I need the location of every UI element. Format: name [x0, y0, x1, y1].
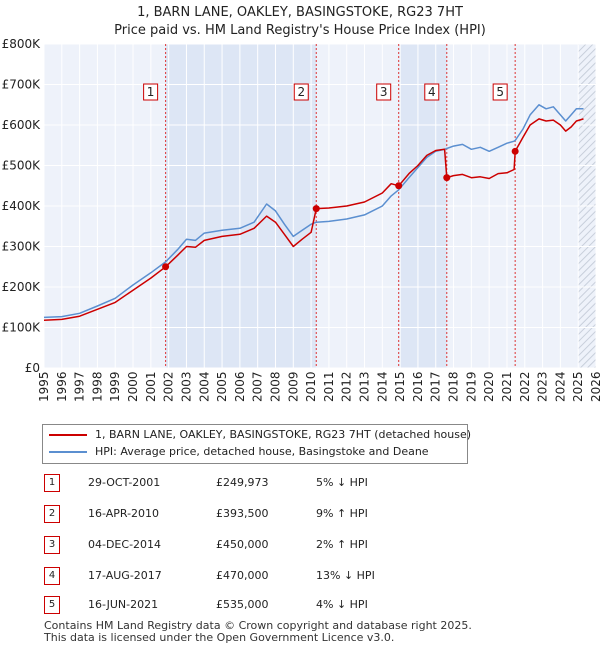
y-tick-label: £400K: [2, 199, 42, 213]
x-tick-label: 2026: [589, 371, 600, 402]
x-tick-label: 2023: [536, 371, 550, 402]
x-tick-label: 2025: [571, 371, 585, 402]
sale-hpi-diff: 2% ↑ HPI: [316, 538, 368, 551]
x-tick-label: 2006: [233, 371, 247, 402]
x-tick-label: 2014: [375, 371, 389, 402]
price-chart: 1 2 3 4 5 £0 £100K £200K £300K £400K £500K £600K £70…: [2, 37, 600, 402]
x-tick-label: 2002: [162, 371, 176, 402]
sale-hpi-diff: 5% ↓ HPI: [316, 476, 368, 489]
sale-number-label: 2: [297, 85, 305, 99]
y-tick-label: £200K: [2, 280, 42, 294]
sale-number-badge: 1: [44, 474, 60, 492]
y-tick-label: £100K: [2, 321, 42, 335]
sale-point: [312, 205, 320, 213]
x-tick-label: 2013: [358, 371, 372, 402]
sale-price: £393,500: [216, 507, 269, 520]
sale-number-box: [376, 83, 392, 101]
x-tick-label: 2024: [553, 371, 567, 402]
x-tick-label: 2016: [411, 371, 425, 402]
sale-date: 29-OCT-2001: [88, 476, 161, 489]
sale-price: £450,000: [216, 538, 269, 551]
sale-number-box: [143, 83, 159, 101]
sale-point: [162, 263, 170, 271]
legend-label-property: 1, BARN LANE, OAKLEY, BASINGSTOKE, RG23 …: [95, 428, 472, 441]
sale-number-box: [424, 83, 440, 101]
x-tick-label: 2020: [482, 371, 496, 402]
legend-swatch-property: [49, 434, 87, 436]
sale-number-badge: 4: [44, 567, 60, 585]
x-tick-label: 2003: [179, 371, 193, 402]
sale-number-box: [293, 83, 309, 101]
legend-item-hpi: HPI: Average price, detached house, Basi…: [49, 444, 429, 460]
legend-label-hpi: HPI: Average price, detached house, Basi…: [95, 445, 429, 458]
property-price-line: [43, 118, 584, 321]
x-tick-label: 2012: [340, 371, 354, 402]
y-tick-label: £300K: [2, 240, 42, 254]
x-tick-label: 2011: [322, 371, 336, 402]
legend: 1, BARN LANE, OAKLEY, BASINGSTOKE, RG23 …: [42, 424, 471, 464]
x-tick-label: 2004: [197, 371, 211, 402]
y-tick-label: £800K: [2, 37, 42, 51]
hpi-line: [43, 104, 584, 319]
chart-subtitle: Price paid vs. HM Land Registry's House …: [114, 23, 486, 38]
sale-number-label: 4: [428, 85, 436, 99]
y-tick-label: £600K: [2, 118, 42, 132]
sale-number-badge: 3: [44, 536, 60, 554]
sale-price: £249,973: [216, 476, 269, 489]
sale-number-label: 3: [380, 85, 388, 99]
sale-date: 04-DEC-2014: [88, 538, 162, 551]
chart-title-line: 1, BARN LANE, OAKLEY, BASINGSTOKE, RG23 …: [137, 5, 463, 20]
sale-point: [395, 182, 403, 190]
legend-swatch-hpi: [49, 451, 87, 453]
sale-number-box: [492, 83, 508, 101]
sale-point: [443, 174, 451, 182]
y-tick-label: £700K: [2, 78, 42, 92]
footer-line-1: Contains HM Land Registry data © Crown c…: [44, 619, 472, 632]
sale-date: 16-APR-2010: [88, 507, 160, 520]
sale-hpi-diff: 13% ↓ HPI: [316, 569, 375, 582]
legend-item-property: 1, BARN LANE, OAKLEY, BASINGSTOKE, RG23 …: [49, 427, 471, 443]
sale-point: [511, 147, 519, 155]
sale-number-badge: 2: [44, 505, 60, 523]
chart-title: 1, BARN LANE, OAKLEY, BASINGSTOKE, RG23 …: [0, 4, 600, 40]
footer-line-2: This data is licensed under the Open Gov…: [44, 631, 395, 644]
x-tick-label: 2022: [518, 371, 532, 402]
x-tick-label: 2010: [304, 371, 318, 402]
sale-number-label: 5: [496, 85, 504, 99]
x-tick-label: 1996: [55, 371, 69, 402]
sale-price: £470,000: [216, 569, 269, 582]
x-tick-label: 2000: [126, 371, 140, 402]
sale-date: 16-JUN-2021: [88, 598, 159, 611]
x-tick-label: 2009: [286, 371, 300, 402]
x-tick-label: 2018: [447, 371, 461, 402]
x-tick-label: 2007: [251, 371, 265, 402]
x-tick-label: 2017: [429, 371, 443, 402]
x-tick-label: 2008: [268, 371, 282, 402]
x-tick-label: 2015: [393, 371, 407, 402]
x-tick-label: 2001: [144, 371, 158, 402]
footer-attribution: Contains HM Land Registry data © Crown c…: [44, 620, 472, 644]
x-tick-label: 1997: [73, 371, 87, 402]
sale-number-badge: 5: [44, 596, 60, 614]
x-tick-label: 1995: [37, 371, 51, 402]
x-tick-label: 2019: [464, 371, 478, 402]
x-tick-label: 2021: [500, 371, 514, 402]
x-tick-label: 1998: [90, 371, 104, 402]
sale-date: 17-AUG-2017: [88, 569, 162, 582]
y-tick-label: £0: [25, 361, 40, 375]
y-tick-label: £500K: [2, 159, 42, 173]
sale-hpi-diff: 4% ↓ HPI: [316, 598, 368, 611]
x-tick-label: 2005: [215, 371, 229, 402]
sale-hpi-diff: 9% ↑ HPI: [316, 507, 368, 520]
sale-number-label: 1: [147, 85, 155, 99]
sale-price: £535,000: [216, 598, 269, 611]
x-tick-label: 1999: [108, 371, 122, 402]
